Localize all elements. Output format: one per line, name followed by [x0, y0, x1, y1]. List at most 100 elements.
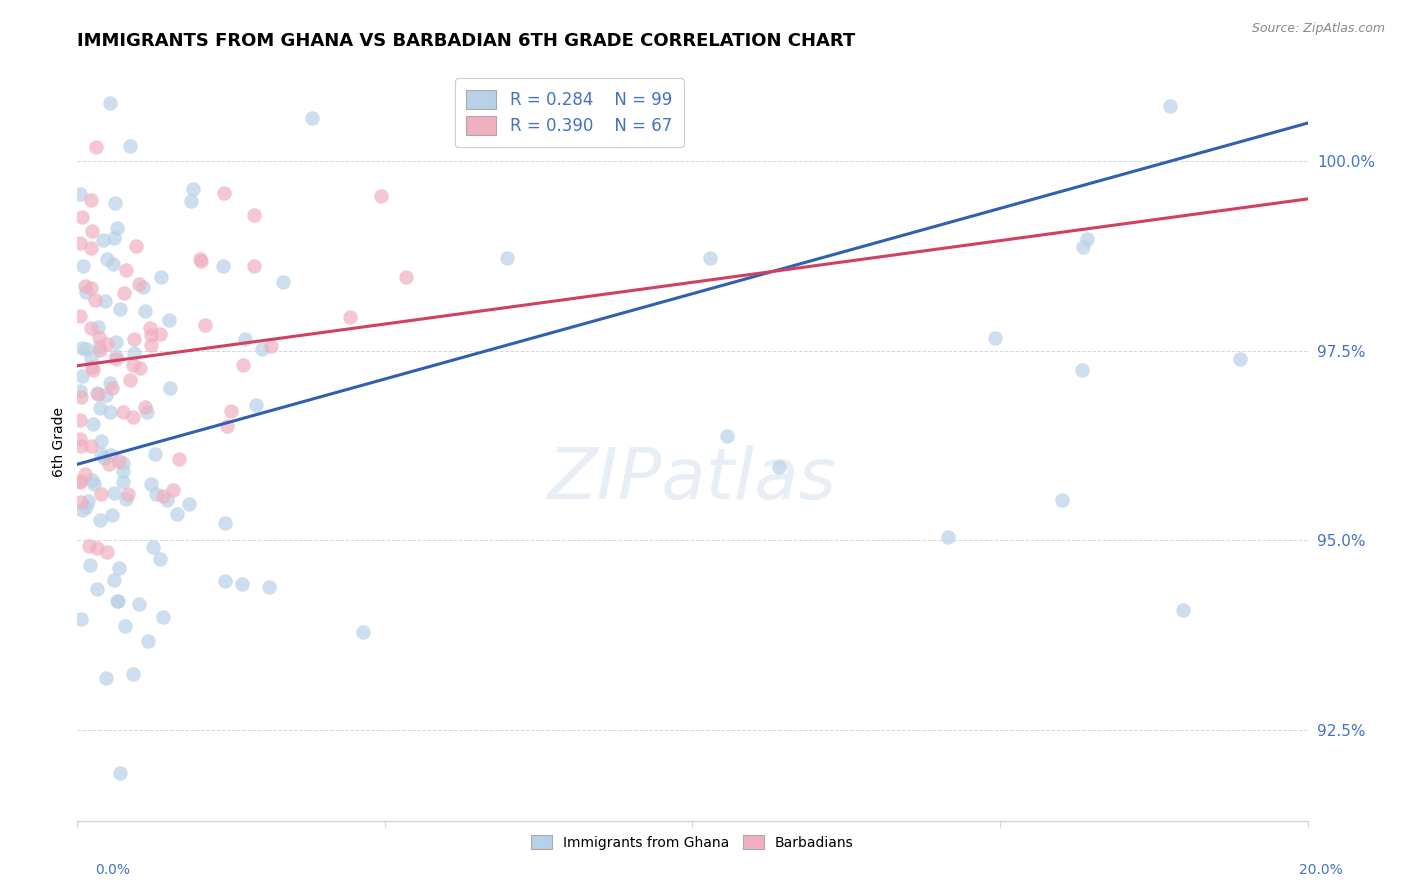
Point [101, 257, 124, 271]
Point [232, 358, 254, 372]
Point [1071, 362, 1094, 376]
Point [166, 507, 188, 521]
Point [75, 500, 97, 514]
Point [214, 574, 236, 588]
Point [145, 447, 167, 461]
Point [111, 405, 134, 419]
Point [89, 340, 111, 354]
Point [98, 96, 121, 111]
Point [82, 417, 104, 431]
Point [69, 186, 91, 201]
Point [94, 294, 117, 309]
Point [122, 409, 145, 424]
Point [69, 495, 91, 509]
Point [142, 541, 165, 555]
Point [89, 513, 111, 527]
Point [69, 236, 91, 251]
Point [162, 483, 184, 497]
Point [243, 259, 266, 273]
Point [1071, 240, 1094, 254]
Point [188, 252, 211, 266]
Point [69, 432, 91, 446]
Point [235, 332, 257, 346]
Point [134, 400, 156, 414]
Point [96, 336, 118, 351]
Point [79, 558, 101, 573]
Point [136, 633, 159, 648]
Point [96, 545, 118, 559]
Point [70, 368, 93, 383]
Point [72, 259, 94, 273]
Point [98, 405, 121, 419]
Point [183, 182, 205, 196]
Point [122, 346, 145, 360]
Point [83, 476, 105, 491]
Point [96, 252, 118, 266]
Point [132, 280, 155, 294]
Point [89, 447, 111, 461]
Point [128, 277, 150, 291]
Point [301, 112, 323, 126]
Point [219, 403, 242, 417]
Point [79, 439, 101, 453]
Point [115, 492, 138, 507]
Point [352, 624, 374, 639]
Point [124, 332, 146, 346]
Point [122, 358, 145, 372]
Point [115, 263, 138, 277]
Point [80, 224, 103, 238]
Point [214, 516, 236, 530]
Point [87, 387, 110, 401]
Point [1159, 99, 1181, 113]
Point [103, 486, 125, 500]
Point [716, 429, 738, 443]
Point [69, 474, 91, 488]
Point [75, 278, 97, 293]
Point [936, 530, 959, 544]
Point [699, 252, 721, 266]
Point [156, 493, 179, 508]
Point [111, 456, 134, 470]
Point [86, 582, 108, 597]
Point [129, 361, 152, 376]
Point [98, 376, 121, 391]
Point [105, 221, 128, 235]
Point [107, 454, 129, 468]
Point [75, 342, 97, 356]
Point [77, 493, 100, 508]
Point [72, 211, 94, 225]
Point [370, 189, 392, 203]
Point [983, 331, 1005, 345]
Point [89, 330, 111, 344]
Point [100, 508, 122, 523]
Point [118, 139, 141, 153]
Point [93, 451, 115, 466]
Point [104, 196, 127, 211]
Point [105, 349, 128, 363]
Point [82, 473, 104, 487]
Point [149, 327, 172, 342]
Point [108, 302, 131, 317]
Point [80, 351, 103, 366]
Point [152, 489, 174, 503]
Text: 20.0%: 20.0% [1299, 863, 1343, 878]
Point [231, 577, 253, 591]
Point [125, 239, 148, 253]
Point [84, 139, 107, 153]
Point [75, 285, 97, 299]
Point [157, 313, 180, 327]
Point [108, 766, 131, 780]
Point [136, 405, 159, 419]
Point [69, 439, 91, 453]
Text: Source: ZipAtlas.com: Source: ZipAtlas.com [1251, 22, 1385, 36]
Point [190, 254, 212, 268]
Point [495, 251, 517, 265]
Point [69, 309, 91, 323]
Point [103, 574, 125, 588]
Point [1076, 231, 1098, 245]
Point [91, 233, 114, 247]
Point [1229, 351, 1251, 366]
Point [114, 619, 136, 633]
Text: ZIPatlas: ZIPatlas [548, 445, 837, 514]
Point [212, 186, 235, 200]
